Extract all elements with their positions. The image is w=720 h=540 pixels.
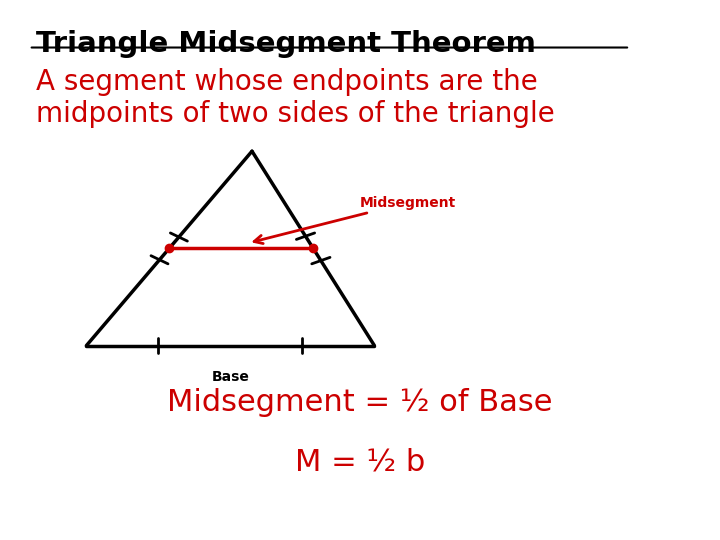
Text: A segment whose endpoints are the: A segment whose endpoints are the	[36, 68, 538, 96]
Text: M = ½ b: M = ½ b	[295, 447, 425, 476]
Text: midpoints of two sides of the triangle: midpoints of two sides of the triangle	[36, 100, 554, 128]
Text: Midsegment: Midsegment	[254, 195, 456, 244]
Text: Triangle Midsegment Theorem: Triangle Midsegment Theorem	[36, 30, 536, 58]
Text: Base: Base	[212, 370, 249, 384]
Text: Midsegment = ½ of Base: Midsegment = ½ of Base	[167, 388, 553, 417]
